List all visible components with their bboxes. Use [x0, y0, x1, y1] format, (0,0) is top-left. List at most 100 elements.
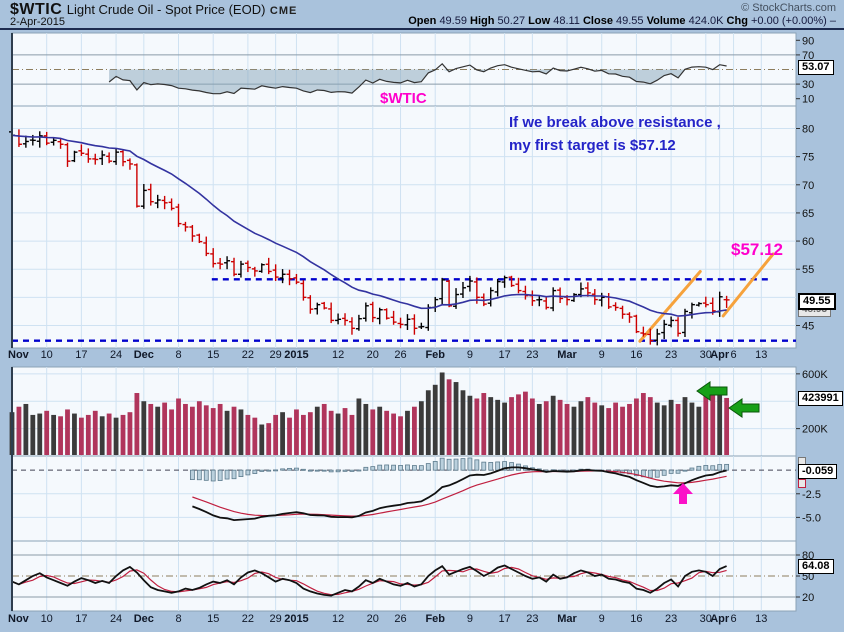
svg-text:30: 30	[700, 613, 712, 625]
svg-text:24: 24	[110, 349, 122, 361]
svg-text:9: 9	[599, 613, 605, 625]
svg-text:Mar: Mar	[557, 613, 577, 625]
svg-text:10: 10	[41, 613, 53, 625]
svg-text:6: 6	[730, 613, 736, 625]
rsi-value-box: 53.07	[798, 60, 834, 75]
rsi-line	[108, 62, 727, 95]
svg-text:30: 30	[802, 79, 814, 91]
analyst-note: If we break above resistance , my first …	[509, 111, 721, 157]
svg-text:-2.5: -2.5	[802, 489, 821, 501]
orange-trendline-2	[721, 252, 775, 318]
quote-line: Open 49.59 High 50.27 Low 48.11 Close 49…	[408, 15, 836, 27]
svg-text:600K: 600K	[802, 369, 828, 381]
svg-text:9: 9	[467, 349, 473, 361]
svg-text:17: 17	[498, 613, 510, 625]
low-value: 48.11	[553, 15, 580, 27]
high-value: 50.27	[497, 15, 526, 27]
macd-value-box: -0.059	[798, 464, 838, 479]
svg-text:13: 13	[755, 613, 767, 625]
chg-value: +0.00 (+0.00%) –	[750, 15, 836, 27]
osc-main-line	[11, 564, 727, 597]
svg-text:12: 12	[332, 349, 344, 361]
price-value-box: 49.55	[798, 293, 836, 310]
svg-text:Apr: Apr	[710, 613, 730, 625]
green-left-arrow-icon-1	[696, 381, 728, 401]
stockcharts-copyright-link[interactable]: © StockCharts.com	[741, 2, 836, 14]
moving-average-line	[11, 134, 727, 317]
svg-text:22: 22	[242, 613, 254, 625]
svg-text:Nov: Nov	[8, 349, 30, 361]
volume-value: 424.0K	[688, 15, 724, 27]
svg-text:24: 24	[110, 613, 122, 625]
svg-text:200K: 200K	[802, 424, 828, 436]
svg-text:50: 50	[802, 571, 814, 583]
svg-text:-5.0: -5.0	[802, 512, 821, 524]
green-left-arrow-icon-2	[728, 398, 760, 418]
svg-text:80: 80	[802, 124, 814, 136]
chg-label: Chg	[726, 15, 748, 27]
svg-text:60: 60	[802, 236, 814, 248]
svg-text:29: 29	[270, 613, 282, 625]
chart-date: 2-Apr-2015	[10, 16, 66, 28]
volume-panel: 600K 200K	[9, 366, 828, 457]
svg-text:30: 30	[700, 349, 712, 361]
svg-text:13: 13	[755, 349, 767, 361]
svg-text:2015: 2015	[284, 349, 308, 361]
low-label: Low	[528, 15, 551, 27]
symbol-watermark: $WTIC	[380, 90, 427, 107]
chart-header: $WTIC Light Crude Oil - Spot Price (EOD)…	[0, 0, 844, 30]
volume-bars	[9, 372, 730, 455]
date-axis-2: Nov 10 17 24 Dec 8 15 22 29 2015 12 20 26 Feb 9 17 23 Mar…	[8, 613, 767, 625]
svg-text:90: 90	[802, 35, 814, 47]
ohlc-bars	[9, 129, 730, 346]
svg-text:26: 26	[394, 613, 406, 625]
svg-text:9: 9	[599, 349, 605, 361]
price-panel: 80 75 70 65 60 55 45	[9, 105, 814, 349]
svg-text:Mar: Mar	[557, 349, 577, 361]
svg-text:Feb: Feb	[425, 613, 445, 625]
exchange-label: CME	[269, 5, 298, 17]
high-label: High	[470, 15, 495, 27]
svg-text:15: 15	[207, 613, 219, 625]
svg-text:23: 23	[526, 349, 538, 361]
svg-text:75: 75	[802, 152, 814, 164]
svg-text:Dec: Dec	[134, 613, 154, 625]
svg-text:65: 65	[802, 208, 814, 220]
svg-text:22: 22	[242, 349, 254, 361]
note-line2: my first target is $57.12	[509, 137, 676, 154]
svg-text:16: 16	[630, 349, 642, 361]
date-axis-1: Nov 10 17 24 Dec 8 15 22 29 2015 12 20 26 Feb 9 17 23 Mar…	[8, 349, 767, 361]
svg-text:17: 17	[75, 349, 87, 361]
svg-text:Feb: Feb	[425, 349, 445, 361]
svg-text:2015: 2015	[284, 613, 308, 625]
svg-text:6: 6	[730, 349, 736, 361]
svg-text:15: 15	[207, 349, 219, 361]
price-target-label: $57.12	[731, 240, 783, 259]
svg-text:10: 10	[802, 94, 814, 106]
svg-text:9: 9	[467, 613, 473, 625]
volume-label: Volume	[646, 15, 686, 27]
svg-text:Nov: Nov	[8, 613, 30, 625]
svg-text:Dec: Dec	[134, 349, 154, 361]
ticker-symbol: $WTIC	[10, 1, 63, 18]
macd-signal-line	[192, 470, 727, 517]
macd-signal-ghost-box	[798, 479, 806, 488]
rsi-panel: 90 70 30 10	[11, 32, 814, 107]
macd-line	[192, 466, 727, 522]
svg-text:20: 20	[367, 613, 379, 625]
svg-text:20: 20	[802, 592, 814, 604]
svg-text:70: 70	[802, 180, 814, 192]
osc-signal-line	[11, 566, 727, 596]
svg-text:26: 26	[394, 349, 406, 361]
osc-value-box: 64.08	[798, 559, 834, 574]
svg-text:16: 16	[630, 613, 642, 625]
arrow-annotations	[673, 381, 760, 504]
magenta-up-arrow-icon	[673, 483, 693, 504]
svg-text:29: 29	[270, 349, 282, 361]
close-label: Close	[582, 15, 613, 27]
note-line1: If we break above resistance ,	[509, 114, 721, 131]
svg-text:70: 70	[802, 50, 814, 62]
svg-text:20: 20	[367, 349, 379, 361]
